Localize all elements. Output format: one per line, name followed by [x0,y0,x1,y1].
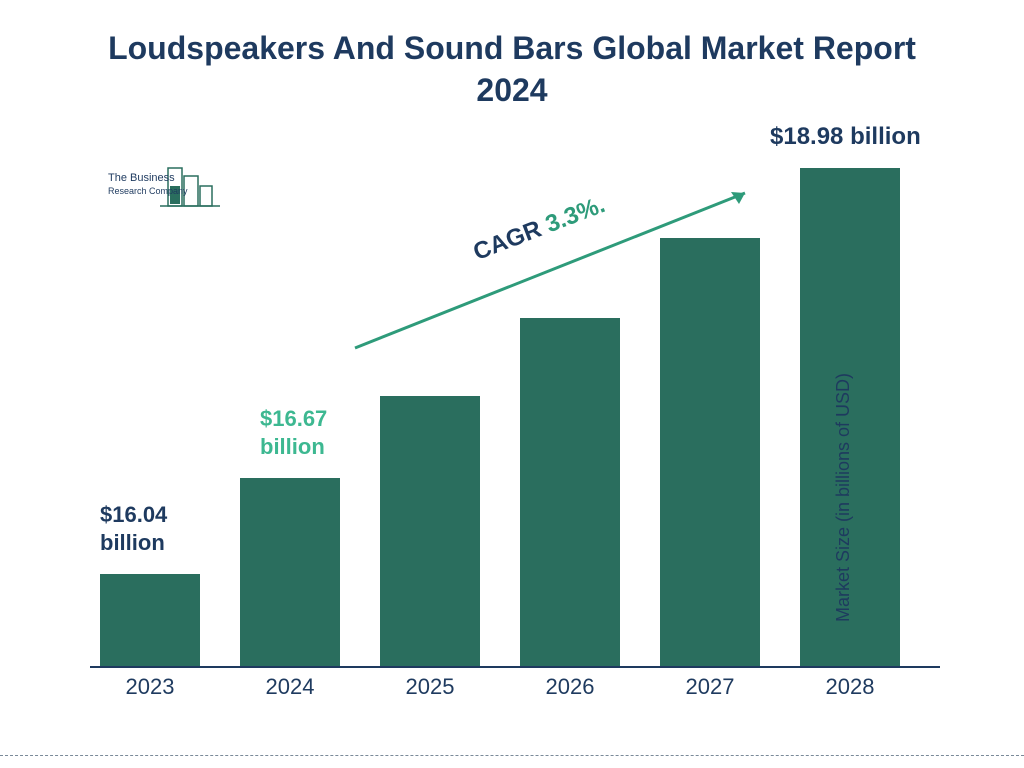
cagr-arrow-icon [345,178,765,358]
value-label-2028: $18.98 billion [770,122,921,152]
bottom-divider [0,755,1024,756]
y-axis-label: Market Size (in billions of USD) [833,373,854,622]
x-label-2024: 2024 [240,674,340,700]
x-label-2026: 2026 [520,674,620,700]
bar-chart: 2023 2024 2025 2026 2027 2028 $16.04bill… [90,148,940,708]
x-label-2028: 2028 [800,674,900,700]
chart-title: Loudspeakers And Sound Bars Global Marke… [0,28,1024,111]
value-label-2024: $16.67billion [260,405,327,460]
bar-2026 [520,318,620,666]
x-axis-line [90,666,940,668]
bar-2025 [380,396,480,666]
value-label-2023: $16.04billion [100,501,167,556]
x-label-2027: 2027 [660,674,760,700]
bar-2024 [240,478,340,666]
bar-2023 [100,574,200,666]
x-label-2025: 2025 [380,674,480,700]
x-label-2023: 2023 [100,674,200,700]
